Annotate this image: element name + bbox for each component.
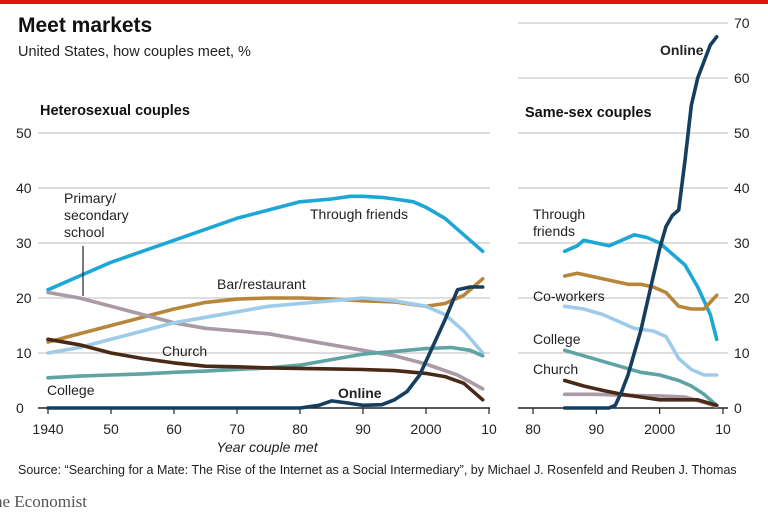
source-note: Source: “Searching for a Mate: The Rise … — [18, 463, 737, 477]
y-tick-label: 10 — [16, 345, 32, 361]
series-label-online-1: Online — [660, 42, 704, 58]
series-line-co-workers — [562, 271, 719, 311]
x-tick-label: 80 — [292, 421, 308, 437]
series-label-church-1: Church — [533, 361, 578, 377]
series-label-bar-restaurant-0: Bar/restaurant — [217, 276, 306, 292]
series-line-online — [46, 285, 485, 410]
y-tick-label: 40 — [734, 180, 750, 196]
panel-title: Heterosexual couples — [40, 103, 190, 119]
series-line-primary-secondary-school — [46, 290, 485, 391]
series-line-college — [562, 348, 719, 408]
chart-title: Meet markets — [18, 14, 153, 37]
heterosexual-panel: 0 10 20 30 40 50 1940 50 60 70 80 90 2000 10 Heterosex… — [16, 103, 497, 455]
y-tick-label: 20 — [16, 290, 32, 306]
panel-title: Same-sex couples — [525, 105, 652, 121]
y-tick-label: 30 — [16, 235, 32, 251]
series-line-through-friends — [46, 194, 485, 292]
x-tick-label: 90 — [355, 421, 371, 437]
series-line-through-friends — [562, 233, 719, 342]
y-tick-label: 30 — [734, 235, 750, 251]
brand-bar — [0, 0, 768, 4]
series-label-primary-secondary-school-0: Primary/secondary school — [64, 190, 129, 240]
series-label-church-0: Church — [162, 343, 207, 359]
series-label-college-1: College — [533, 331, 581, 347]
x-tick-label: 10 — [715, 421, 731, 437]
series-line-neighbours — [562, 304, 719, 377]
x-axis-label: Year couple met — [216, 439, 318, 455]
y-tick-label: 0 — [16, 400, 24, 416]
x-tick-label: 70 — [229, 421, 245, 437]
y-tick-label: 70 — [734, 15, 750, 31]
series-line-church — [46, 337, 485, 402]
series-line-bar-restaurant — [46, 277, 485, 344]
x-tick-label: 80 — [525, 421, 541, 437]
x-tick-label: 2000 — [410, 421, 441, 437]
x-tick-label: 50 — [103, 421, 119, 437]
x-tick-label: 1940 — [32, 421, 63, 437]
x-tick-label: 90 — [589, 421, 605, 437]
y-tick-label: 60 — [734, 70, 750, 86]
x-tick-label: 2000 — [644, 421, 675, 437]
series-line-online — [562, 35, 719, 410]
x-tick-label: 60 — [166, 421, 182, 437]
economist-logo: he Economist — [0, 492, 88, 511]
series-label-through-friends-0: Through friends — [310, 206, 408, 222]
series-line-neighbours — [46, 296, 485, 355]
y-tick-label: 20 — [734, 290, 750, 306]
series-label-through-friends-1: Through friends — [533, 206, 585, 239]
y-tick-label: 0 — [734, 400, 742, 416]
y-tick-label: 50 — [16, 125, 32, 141]
y-tick-label: 50 — [734, 125, 750, 141]
series-label-online-0: Online — [338, 385, 382, 401]
series-line-church — [562, 378, 719, 408]
y-tick-label: 40 — [16, 180, 32, 196]
series-labels: Through friends Bar/restaurant Primary/sec… — [47, 42, 704, 401]
x-tick-label: 10 — [481, 421, 497, 437]
series-label-co-workers-1: Co-workers — [533, 288, 605, 304]
y-tick-label: 10 — [734, 345, 750, 361]
chart-subtitle: United States, how couples meet, % — [18, 44, 251, 60]
series-label-college-0: College — [47, 382, 95, 398]
